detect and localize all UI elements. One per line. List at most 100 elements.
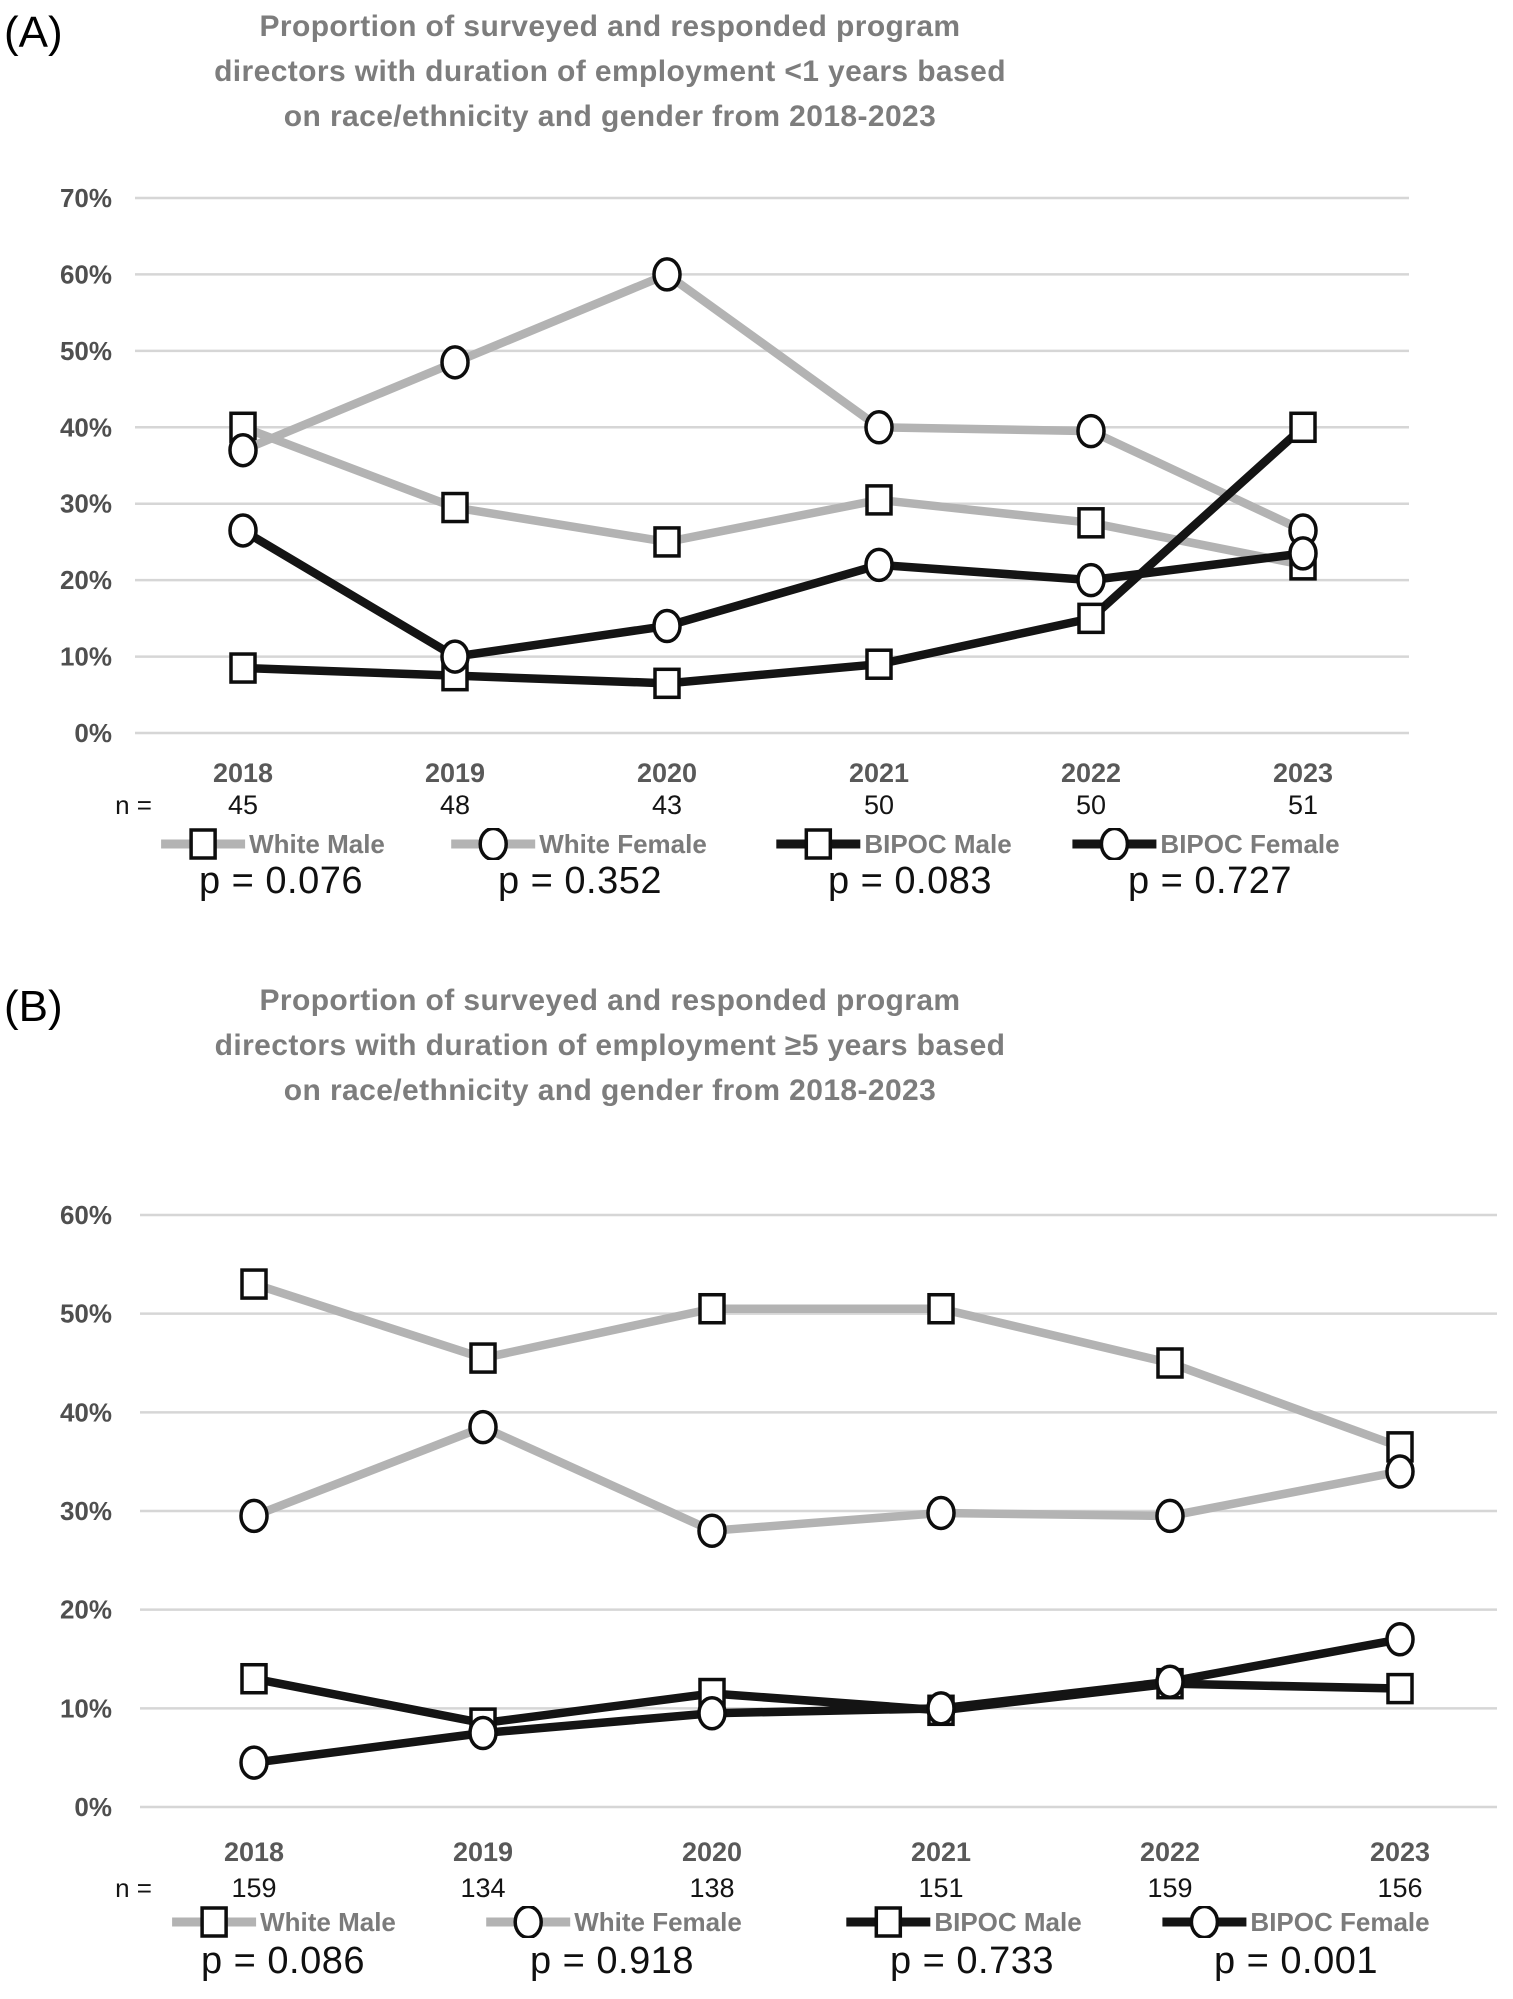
series-line-bipoc-male: [242, 424, 1306, 688]
data-point-marker: [804, 828, 833, 860]
data-point-marker: [1155, 1664, 1185, 1699]
y-axis-tick-label: 60%: [60, 259, 112, 289]
n-value: 159: [231, 1873, 276, 1903]
x-axis-year-label: 2022: [1061, 758, 1121, 788]
data-point-marker: [1386, 1672, 1414, 1705]
x-axis-year-label: 2019: [453, 1837, 513, 1867]
square-marker-swatch-icon: [846, 1906, 931, 1938]
p-value-bipoc-male: p = 0.733: [889, 1940, 1055, 1982]
chart-b-legend: White Male White Female BIPOC Male BIPOC Fe…: [0, 1906, 1513, 1946]
data-point-marker: [189, 828, 217, 860]
legend-item-bipoc-male: BIPOC Male: [844, 1906, 1082, 1938]
data-point-marker: [239, 1498, 269, 1534]
n-value: 48: [440, 790, 470, 820]
data-point-marker: [468, 1715, 498, 1751]
data-point-marker: [468, 1409, 498, 1445]
series-line-bipoc-female: [253, 1635, 1401, 1767]
data-point-marker: [469, 1342, 497, 1374]
chart-a-p-values: p = 0.076 p = 0.352 p = 0.083 p = 0.727: [0, 860, 1513, 910]
x-axis-year-label: 2023: [1370, 1837, 1430, 1867]
n-value: 138: [689, 1873, 734, 1903]
legend-item-white-male: White Male: [159, 828, 385, 860]
p-value-white-female: p = 0.352: [497, 860, 663, 902]
y-axis-tick-label: 40%: [60, 412, 112, 442]
data-point-marker: [1156, 1347, 1184, 1379]
x-axis-year-label: 2022: [1140, 1837, 1200, 1867]
y-axis-tick-label: 30%: [60, 489, 112, 519]
square-marker-swatch-icon: [776, 828, 861, 860]
panel-b-title: Proportion of surveyed and responded pro…: [55, 978, 1165, 1113]
data-point-marker: [239, 1745, 269, 1780]
data-point-marker: [228, 432, 258, 468]
legend-item-white-male: White Male: [170, 1906, 396, 1938]
y-axis-tick-label: 10%: [60, 642, 112, 672]
data-point-marker: [652, 608, 682, 644]
n-value: 134: [460, 1873, 505, 1903]
n-value: 50: [864, 790, 894, 820]
data-point-marker: [1077, 602, 1105, 635]
legend-item-white-female: White Female: [484, 1906, 742, 1938]
data-point-marker: [653, 526, 681, 558]
n-value: 45: [228, 790, 258, 820]
data-point-marker: [441, 491, 469, 524]
data-point-marker: [927, 1292, 955, 1325]
n-value: 159: [1147, 1873, 1192, 1903]
data-point-marker: [1099, 828, 1130, 860]
x-axis-year-label: 2018: [224, 1837, 284, 1867]
data-point-marker: [240, 1662, 268, 1695]
data-point-marker: [864, 547, 894, 583]
data-point-marker: [240, 1268, 268, 1300]
legend-label: White Female: [539, 828, 707, 859]
y-axis-tick-label: 20%: [60, 1595, 112, 1625]
legend-item-bipoc-female: BIPOC Female: [1160, 1906, 1430, 1938]
data-point-marker: [1385, 1622, 1415, 1657]
panel-a-title: Proportion of surveyed and responded pro…: [55, 4, 1165, 139]
data-point-marker: [652, 257, 682, 292]
x-axis-year-label: 2021: [849, 758, 909, 788]
legend-label: White Male: [249, 828, 385, 859]
data-point-marker: [478, 828, 508, 860]
circle-marker-swatch-icon: [486, 1906, 571, 1938]
data-point-marker: [1189, 1906, 1220, 1938]
y-axis-tick-label: 0%: [74, 1792, 112, 1822]
y-axis-tick-label: 30%: [60, 1496, 112, 1526]
data-point-marker: [1076, 413, 1106, 449]
square-marker-swatch-icon: [172, 1906, 257, 1938]
legend-label: BIPOC Male: [934, 1906, 1082, 1937]
data-point-marker: [1076, 562, 1106, 598]
series-line-white-male: [252, 1280, 1402, 1451]
legend-label: BIPOC Female: [1160, 828, 1340, 859]
panel-b-label: (B): [4, 982, 63, 1031]
square-marker-swatch-icon: [161, 828, 246, 860]
p-value-bipoc-female: p = 0.001: [1213, 1940, 1379, 1982]
data-point-marker: [229, 652, 257, 684]
panel-a-title-line-3: on race/ethnicity and gender from 2018-2…: [283, 100, 937, 133]
panel-b-title-line-1: Proportion of surveyed and responded pro…: [259, 984, 961, 1017]
panel-a-title-line-2: directors with duration of employment <1…: [214, 55, 1006, 88]
y-axis-tick-label: 60%: [60, 1200, 112, 1230]
data-point-marker: [864, 410, 894, 445]
y-axis-tick-label: 50%: [60, 1299, 112, 1329]
series-line-white-female: [241, 269, 1305, 535]
data-point-marker: [440, 345, 470, 380]
n-equals-label: n =: [115, 1873, 152, 1903]
data-point-marker: [653, 667, 681, 700]
series-line-bipoc-male: [253, 1674, 1401, 1728]
n-value: 151: [918, 1873, 963, 1903]
series-line-white-female: [252, 1422, 1401, 1536]
y-axis-tick-label: 10%: [60, 1693, 112, 1723]
data-point-marker: [697, 1696, 727, 1731]
panel-b-title-line-2: directors with duration of employment ≥5…: [214, 1029, 1006, 1062]
y-axis-tick-label: 70%: [60, 183, 112, 213]
legend-label: BIPOC Female: [1250, 1906, 1430, 1937]
data-point-marker: [697, 1513, 727, 1548]
y-axis-tick-label: 0%: [74, 718, 112, 748]
n-value: 43: [652, 790, 682, 820]
x-axis-year-label: 2020: [682, 1837, 742, 1867]
p-value-white-male: p = 0.086: [200, 1940, 366, 1982]
circle-marker-swatch-icon: [1072, 828, 1157, 860]
p-value-white-male: p = 0.076: [198, 860, 364, 902]
legend-label: White Male: [260, 1906, 396, 1937]
x-axis-year-label: 2019: [425, 758, 485, 788]
